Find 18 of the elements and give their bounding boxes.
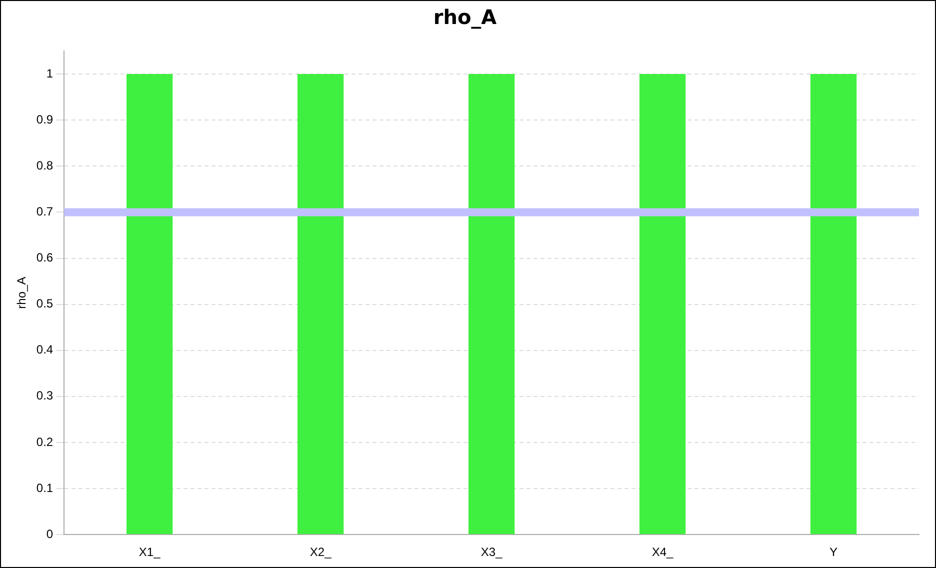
x-tick-label: X3_ (480, 545, 503, 560)
chart-title: rho_A (433, 5, 498, 30)
y-tick-label: 0.8 (36, 158, 54, 172)
y-tick-label: 0.4 (36, 342, 54, 357)
x-tick-label: X1_ (138, 545, 161, 560)
y-tick-label: 0.3 (36, 388, 54, 403)
y-tick-label: 0.5 (36, 296, 54, 311)
y-tick-label: 0 (46, 526, 54, 541)
y-tick-label: 0.7 (36, 204, 54, 219)
y-axis-title: rho_A (14, 276, 29, 309)
y-tick-label: 1 (46, 66, 54, 80)
y-tick-label: 0.9 (36, 112, 54, 126)
x-tick-label: X2_ (310, 545, 332, 560)
x-tick-label: X4_ (652, 545, 674, 560)
y-tick-label: 0.6 (36, 250, 54, 265)
y-tick-label: 0.1 (36, 480, 54, 495)
x-tick-label: Y (830, 545, 838, 560)
y-tick-label: 0.2 (36, 434, 54, 449)
